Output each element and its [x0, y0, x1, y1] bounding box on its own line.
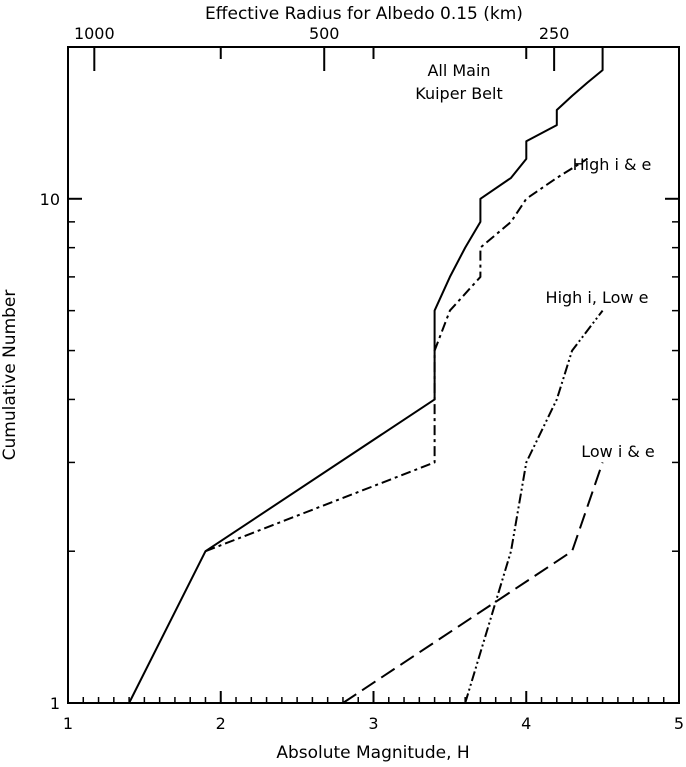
series-label-1: All Main [427, 61, 490, 80]
top-tick-label: 1000 [74, 24, 115, 43]
x-tick-label: 3 [368, 714, 378, 733]
y-axis-ticks: 1 10 [40, 46, 679, 713]
plot-frame [67, 46, 680, 704]
series-label-2: High i & e [573, 155, 652, 174]
series-line-4 [342, 462, 604, 704]
x-axis-title: Absolute Magnitude, H [276, 743, 469, 763]
top-axis-title: Effective Radius for Albedo 0.15 (km) [205, 4, 523, 24]
top-tick-label: 250 [539, 24, 570, 43]
x-tick-label: 1 [63, 714, 73, 733]
y-axis-title: Cumulative Number [0, 290, 20, 461]
y-tick-label: 1 [50, 694, 60, 713]
top-axis-ticks: 1000 500 250 [74, 24, 569, 71]
series-line-3 [464, 309, 604, 704]
series-label-1: Kuiper Belt [415, 84, 502, 103]
series-layer [128, 47, 604, 704]
x-tick-label: 2 [216, 714, 226, 733]
top-tick-label: 500 [309, 24, 340, 43]
x-axis-ticks: 1 2 3 4 5 [63, 47, 684, 733]
y-tick-label: 10 [40, 190, 60, 209]
series-label-4: Low i & e [581, 442, 655, 461]
x-tick-label: 5 [674, 714, 684, 733]
series-label-3: High i, Low e [546, 288, 649, 307]
series-line-2 [205, 158, 588, 553]
series-labels: All Main Kuiper Belt High i & e High i, Low… [415, 61, 655, 461]
x-tick-label: 4 [521, 714, 531, 733]
series-line-1 [128, 47, 604, 704]
